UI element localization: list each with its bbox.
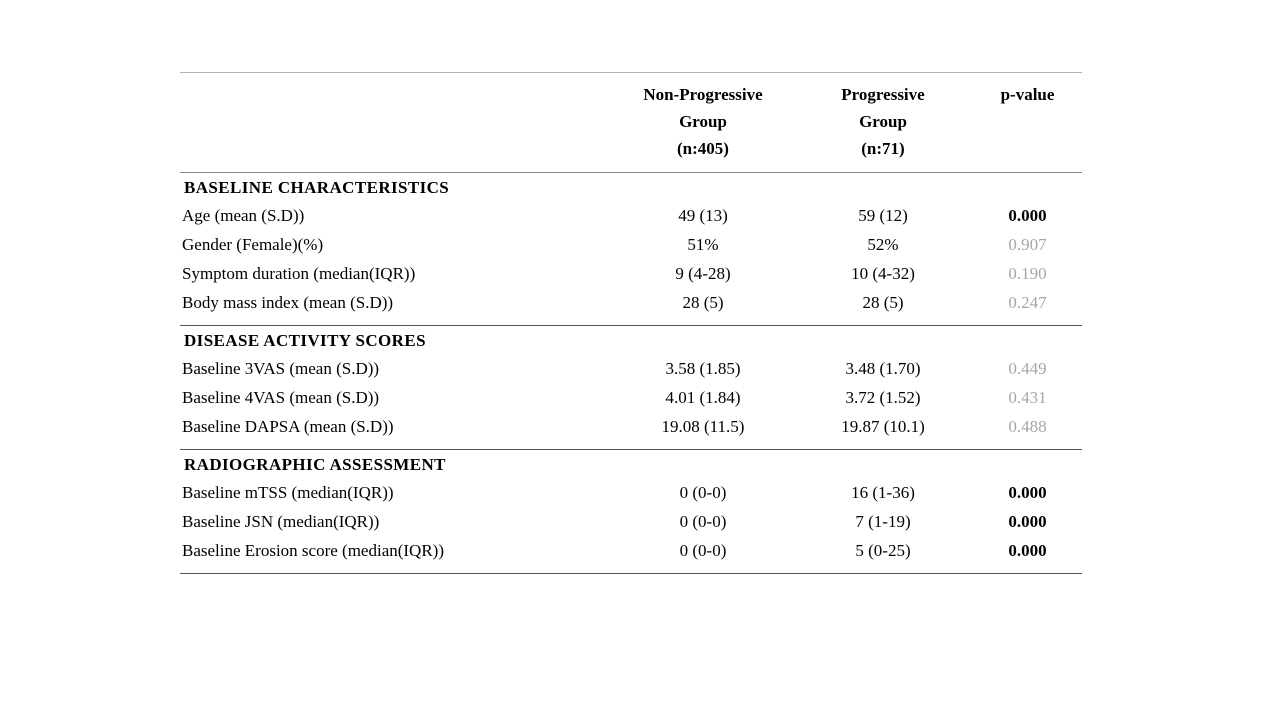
- row-label: Baseline 4VAS (mean (S.D)): [182, 387, 380, 407]
- row-label: Gender (Female)(%): [182, 234, 324, 254]
- progressive-value: 28 (5): [862, 292, 904, 312]
- p-value: 0.488: [1008, 416, 1047, 436]
- section-disease-activity-scores: DISEASE ACTIVITY SCORES Baseline 3VAS (m…: [180, 325, 1082, 450]
- table-row: Age (mean (S.D)) 49 (13) 59 (12) 0.000: [180, 201, 1082, 230]
- progressive-value: 59 (12): [858, 205, 908, 225]
- row-label: Symptom duration (median(IQR)): [182, 263, 416, 283]
- nonprogressive-value: 4.01 (1.84): [665, 387, 741, 407]
- row-label: Baseline 3VAS (mean (S.D)): [182, 358, 380, 378]
- header-row: Non-Progressive Group (n:405) Progressiv…: [180, 72, 1082, 173]
- section-radiographic-assessment: RADIOGRAPHIC ASSESSMENT Baseline mTSS (m…: [180, 449, 1082, 574]
- row-label: Baseline Erosion score (median(IQR)): [182, 540, 444, 560]
- progressive-value: 19.87 (10.1): [841, 416, 925, 436]
- p-value: 0.000: [1008, 482, 1047, 502]
- nonprogressive-value: 0 (0-0): [679, 540, 727, 560]
- section-title: DISEASE ACTIVITY SCORES: [180, 325, 1082, 354]
- progressive-value: 5 (0-25): [855, 540, 911, 560]
- progressive-value: 52%: [867, 234, 899, 254]
- table-row: Baseline JSN (median(IQR)) 0 (0-0) 7 (1-…: [180, 507, 1082, 536]
- nonprogressive-value: 19.08 (11.5): [661, 416, 745, 436]
- section-header-row: BASELINE CHARACTERISTICS: [180, 173, 1082, 202]
- nonprogressive-value: 0 (0-0): [679, 511, 727, 531]
- section-title: BASELINE CHARACTERISTICS: [184, 178, 450, 197]
- table-row: Baseline 4VAS (mean (S.D)) 4.01 (1.84) 3…: [180, 383, 1082, 412]
- row-label: Baseline JSN (median(IQR)): [182, 511, 380, 531]
- section-header-row: DISEASE ACTIVITY SCORES: [180, 325, 1082, 354]
- row-label: Baseline mTSS (median(IQR)): [182, 482, 394, 502]
- baseline-characteristics-table: Non-Progressive Group (n:405) Progressiv…: [180, 72, 1082, 574]
- table-row: Baseline DAPSA (mean (S.D)) 19.08 (11.5)…: [180, 412, 1082, 450]
- table-row: Gender (Female)(%) 51% 52% 0.907: [180, 230, 1082, 259]
- nonprogressive-value: 28 (5): [682, 292, 724, 312]
- header-progressive-group: Progressive Group (n:71): [793, 72, 973, 173]
- header-nonprogressive-group: Non-Progressive Group (n:405): [613, 72, 793, 173]
- table-row: Symptom duration (median(IQR)) 9 (4-28) …: [180, 259, 1082, 288]
- progressive-value: 3.48 (1.70): [845, 358, 921, 378]
- progressive-value: 16 (1-36): [851, 482, 915, 502]
- nonprogressive-value: 0 (0-0): [679, 482, 727, 502]
- table-row: Baseline 3VAS (mean (S.D)) 3.58 (1.85) 3…: [180, 354, 1082, 383]
- nonprogressive-value: 49 (13): [678, 205, 728, 225]
- table-row: Baseline Erosion score (median(IQR)) 0 (…: [180, 536, 1082, 574]
- nonprogressive-value: 51%: [687, 234, 719, 254]
- nonprogressive-value: 3.58 (1.85): [665, 358, 741, 378]
- section-header-row: RADIOGRAPHIC ASSESSMENT: [180, 449, 1082, 478]
- p-value: 0.190: [1008, 263, 1047, 283]
- p-value: 0.000: [1008, 205, 1047, 225]
- header-p-value: p-value: [973, 72, 1082, 173]
- section-title: RADIOGRAPHIC ASSESSMENT: [180, 449, 1082, 478]
- p-value: 0.431: [1008, 387, 1047, 407]
- table-row: Baseline mTSS (median(IQR)) 0 (0-0) 16 (…: [180, 478, 1082, 507]
- p-value: 0.247: [1008, 292, 1047, 312]
- row-label: Age (mean (S.D)): [182, 205, 305, 225]
- p-value: 0.449: [1008, 358, 1047, 378]
- progressive-value: 7 (1-19): [855, 511, 911, 531]
- row-label: Baseline DAPSA (mean (S.D)): [182, 416, 394, 436]
- table-row: Body mass index (mean (S.D)) 28 (5) 28 (…: [180, 288, 1082, 326]
- nonprogressive-value: 9 (4-28): [675, 263, 731, 283]
- progressive-value: 3.72 (1.52): [845, 387, 921, 407]
- section-baseline-characteristics: BASELINE CHARACTERISTICS Age (mean (S.D)…: [180, 173, 1082, 326]
- row-label: Body mass index (mean (S.D)): [182, 292, 394, 312]
- p-value: 0.000: [1008, 511, 1047, 531]
- p-value: 0.907: [1008, 234, 1047, 254]
- header-empty-cell: [180, 72, 613, 173]
- progressive-value: 10 (4-32): [851, 263, 915, 283]
- table-header: Non-Progressive Group (n:405) Progressiv…: [180, 72, 1082, 173]
- p-value: 0.000: [1008, 540, 1047, 560]
